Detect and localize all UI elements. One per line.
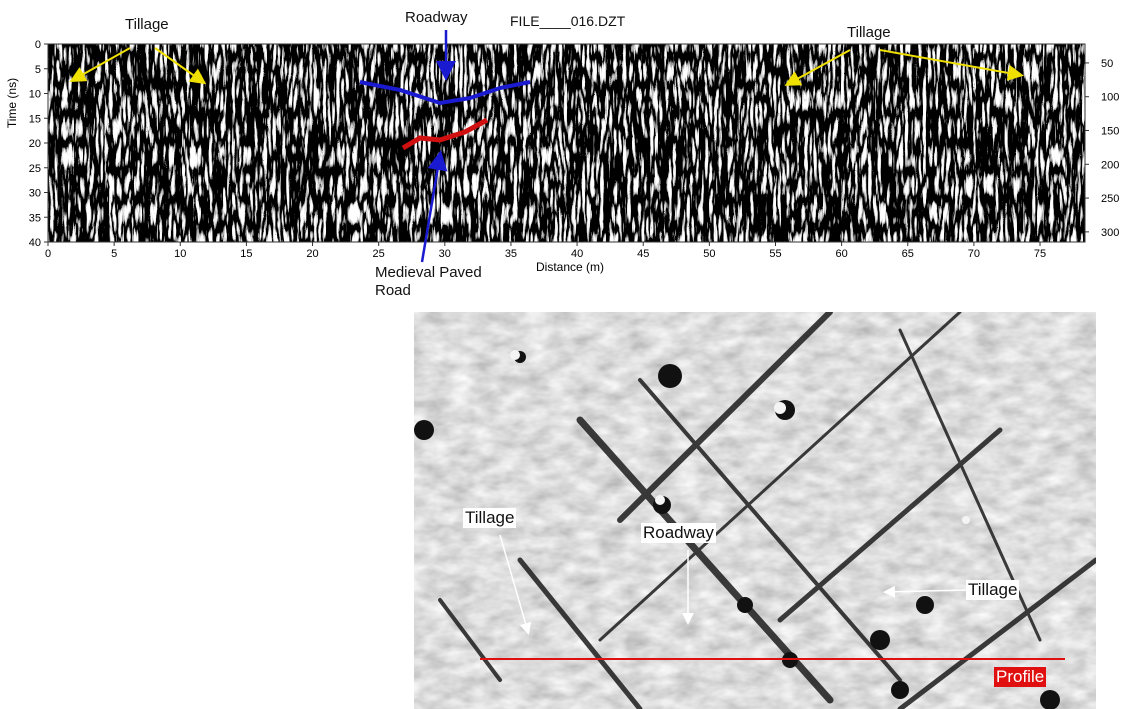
radargram-image [48,44,1085,242]
anomaly [774,402,786,414]
y-tick-label: 10 [29,89,41,101]
road-edge [638,378,902,682]
y-tick-label: 40 [29,237,41,249]
map-label: Tillage [463,508,517,528]
tillage-line [598,312,962,642]
x-tick-label: 5 [111,248,117,260]
tillage-line [517,557,643,709]
arrow [69,47,131,82]
x-tick-label: 30 [439,248,451,260]
x-tick-label: 75 [1034,248,1046,260]
arrow [499,534,532,635]
x-tick-label: 25 [373,248,385,260]
y2-tick-label: 150 [1101,125,1119,137]
y2-tick-label: 200 [1101,159,1119,171]
annotation: Medieval Paved Road [375,264,482,299]
y-tick-label: 25 [29,163,41,175]
x-tick-label: 70 [968,248,980,260]
anomaly [510,350,520,360]
anomaly [891,681,909,699]
tillage-line [777,427,1003,623]
y-tick-label: 20 [29,138,41,150]
anomaly [916,596,934,614]
tillage-line [617,312,833,523]
y-tick-label: 30 [29,188,41,200]
x-tick-label: 55 [769,248,781,260]
x-tick-label: 20 [306,248,318,260]
annotation: Tillage [847,24,891,41]
anomaly [962,516,970,524]
file-name: FILE____016.DZT [510,13,626,29]
y-axis-title: Time (ns) [5,78,19,128]
annotation: Roadway [405,9,468,26]
gpr-map [414,312,1096,709]
arrow [883,585,967,598]
anomaly [1040,690,1060,709]
x-tick-label: 45 [637,248,649,260]
y2-tick-label: 250 [1101,193,1119,205]
x-tick-label: 10 [174,248,186,260]
roadway-trace [359,80,531,106]
anomaly [658,364,682,388]
y-tick-label: 0 [35,39,41,51]
map-label: Profile [994,667,1047,687]
x-tick-label: 15 [240,248,252,260]
y-tick-label: 35 [29,212,41,224]
x-tick-label: 60 [835,248,847,260]
arrow [154,47,207,85]
axes: 0 5 10 15 20 25 30 35 40 45 50 55 60 65 70 75 0 5 10 15 20 25… [29,39,1120,260]
x-tick-label: 40 [571,248,583,260]
x-tick-label: 0 [45,248,51,260]
tillage-line [897,557,1096,709]
y2-tick-label: 300 [1101,227,1119,239]
arrow [420,150,448,263]
annotation: Tillage [125,16,169,33]
y2-tick-label: 50 [1101,58,1113,70]
arrow [784,49,851,86]
paved-road-trace [401,117,489,151]
anomaly [737,597,753,613]
anomaly [655,495,665,505]
arrow [879,49,1024,81]
map-label: Tillage [966,580,1020,600]
x-tick-label: 50 [703,248,715,260]
y-tick-label: 5 [35,64,41,76]
y-tick-label: 15 [29,113,41,125]
x-tick-label: 65 [902,248,914,260]
tillage-line [438,598,502,682]
anomaly [870,630,890,650]
map-label: Roadway [641,523,716,543]
anomaly [414,420,434,440]
x-tick-label: 35 [505,248,517,260]
y2-tick-label: 100 [1101,92,1119,104]
x-axis-title: Distance (m) [536,260,604,274]
